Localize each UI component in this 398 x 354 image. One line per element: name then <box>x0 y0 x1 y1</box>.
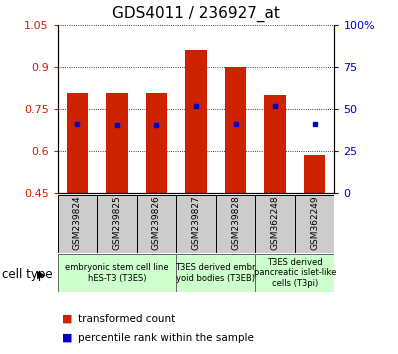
Text: percentile rank within the sample: percentile rank within the sample <box>78 333 254 343</box>
Text: GSM239826: GSM239826 <box>152 195 161 250</box>
Bar <box>216 195 255 253</box>
Text: ■: ■ <box>62 333 72 343</box>
Text: GSM239825: GSM239825 <box>113 195 121 250</box>
Bar <box>295 195 334 253</box>
Text: GSM239828: GSM239828 <box>231 195 240 250</box>
Bar <box>185 50 207 193</box>
Bar <box>176 195 216 253</box>
Bar <box>58 195 97 253</box>
Text: ▶: ▶ <box>37 269 45 279</box>
Text: ■: ■ <box>62 314 72 324</box>
Bar <box>106 93 128 193</box>
Bar <box>146 93 168 193</box>
Bar <box>66 93 88 193</box>
Bar <box>255 195 295 253</box>
Text: T3ES derived
pancreatic islet-like
cells (T3pi): T3ES derived pancreatic islet-like cells… <box>254 258 336 288</box>
Bar <box>304 155 326 193</box>
Text: embryonic stem cell line
hES-T3 (T3ES): embryonic stem cell line hES-T3 (T3ES) <box>65 263 169 282</box>
Bar <box>224 67 246 193</box>
Bar <box>264 95 286 193</box>
Text: GSM239824: GSM239824 <box>73 195 82 250</box>
Text: GSM239827: GSM239827 <box>191 195 201 250</box>
Text: GSM362249: GSM362249 <box>310 195 319 250</box>
Text: cell type: cell type <box>2 268 53 281</box>
Text: transformed count: transformed count <box>78 314 175 324</box>
Text: GSM362248: GSM362248 <box>271 195 279 250</box>
Bar <box>176 254 255 292</box>
Bar <box>255 254 334 292</box>
Bar <box>137 195 176 253</box>
Title: GDS4011 / 236927_at: GDS4011 / 236927_at <box>112 6 280 22</box>
Bar <box>58 254 176 292</box>
Bar <box>97 195 137 253</box>
Text: T3ES derived embr
yoid bodies (T3EB): T3ES derived embr yoid bodies (T3EB) <box>176 263 256 282</box>
